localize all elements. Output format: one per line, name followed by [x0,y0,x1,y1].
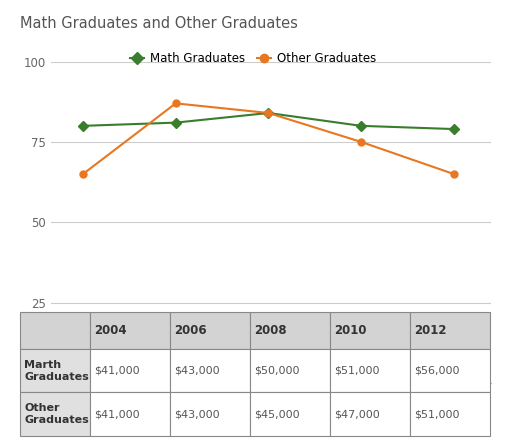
Text: 2008: 2008 [253,324,286,337]
Math Graduates [80,123,86,128]
Text: $50,000: $50,000 [253,366,298,376]
Text: 2010: 2010 [333,324,366,337]
Text: $47,000: $47,000 [333,409,379,419]
Bar [170,392,249,436]
Bar [90,392,170,436]
Text: $43,000: $43,000 [173,409,219,419]
Other Graduates [265,110,271,116]
Other Graduates [172,101,178,106]
Text: $56,000: $56,000 [413,366,458,376]
Bar [409,312,489,349]
Text: 2012: 2012 [413,324,445,337]
Bar [170,312,249,349]
Text: Other
Graduates: Other Graduates [24,403,88,425]
Bar [409,349,489,392]
Text: $41,000: $41,000 [93,366,139,376]
Text: $45,000: $45,000 [253,409,298,419]
Text: 2006: 2006 [173,324,206,337]
Bar [329,392,409,436]
Bar [329,312,409,349]
Bar [409,392,489,436]
Text: $43,000: $43,000 [173,366,219,376]
Bar [90,349,170,392]
Bar [20,312,90,349]
Math Graduates [358,123,364,128]
Text: $51,000: $51,000 [413,409,458,419]
Line: Other Graduates: Other Graduates [79,100,457,177]
Text: Marth
Graduates: Marth Graduates [24,360,88,382]
Bar [90,312,170,349]
Bar [249,349,329,392]
Other Graduates [80,171,86,176]
Math Graduates [172,120,178,125]
Text: $41,000: $41,000 [93,409,139,419]
Bar [170,349,249,392]
Text: Math Graduates and Other Graduates: Math Graduates and Other Graduates [20,16,297,31]
Text: $51,000: $51,000 [333,366,378,376]
Line: Math Graduates: Math Graduates [79,110,457,132]
Other Graduates [450,171,456,176]
Bar [249,392,329,436]
Text: 2004: 2004 [93,324,126,337]
Legend: Math Graduates, Other Graduates: Math Graduates, Other Graduates [125,48,380,70]
Bar [249,312,329,349]
Math Graduates [265,110,271,116]
Bar [20,392,90,436]
Bar [329,349,409,392]
Bar [20,349,90,392]
Math Graduates [450,126,456,132]
Other Graduates [358,139,364,144]
